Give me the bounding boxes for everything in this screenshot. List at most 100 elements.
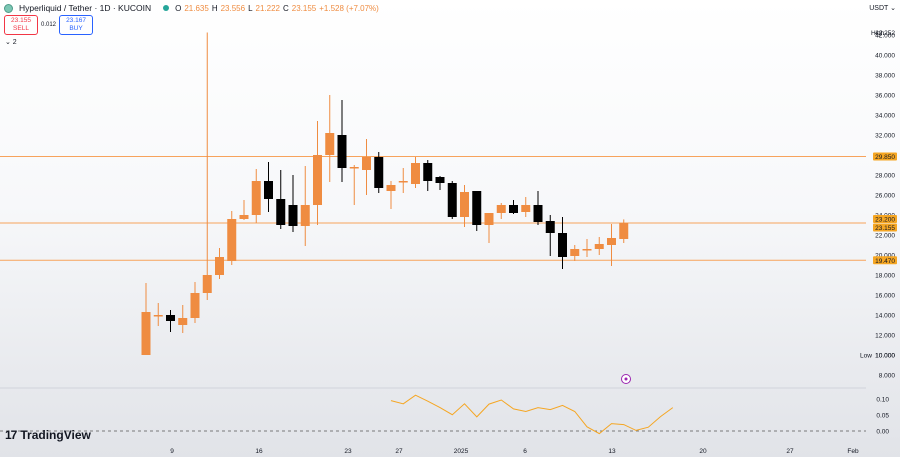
candle-body [472,191,482,225]
candle-body [178,318,188,325]
candle[interactable] [509,200,518,214]
candle[interactable] [349,165,359,205]
candle-body [349,167,359,169]
candle-body [484,213,494,225]
price-tick-label: 42.000 [875,33,895,40]
close-key: C [282,3,289,13]
price-tick-label: 16.000 [875,293,895,300]
candle[interactable] [251,169,261,223]
sell-button[interactable]: 23.155 SELL [4,15,38,35]
time-tick-label: 9 [170,448,174,455]
candle[interactable] [545,215,555,256]
sell-label: SELL [13,25,29,32]
buy-label: BUY [69,25,83,32]
candle-body [325,133,335,155]
candle[interactable] [153,303,163,326]
currency-selector[interactable]: USDT ⌄ [869,5,896,12]
time-tick-label: 27 [395,448,403,455]
level-tag-bg [873,223,897,232]
candle[interactable] [594,237,604,255]
candle[interactable] [533,191,543,225]
candle[interactable] [227,211,237,265]
candle[interactable] [386,181,396,209]
price-tick-label: 12.000 [875,333,895,340]
candle[interactable] [166,310,175,332]
candle[interactable] [435,176,445,190]
time-tick-label: 27 [786,448,794,455]
candle-body [337,135,347,168]
low-key: L [248,3,253,13]
candle[interactable] [215,248,224,279]
candle[interactable] [558,217,567,269]
level-tag-label: 23.155 [875,225,895,232]
candle[interactable] [374,152,384,193]
chart-header: Hyperliquid / Tether · 1D · KUCOIN O 21.6… [4,3,379,13]
ohlc-readout: O 21.635 H 23.556 L 21.222 C 23.155 +1.528 (… [175,4,379,13]
high-marker-label: High [871,30,885,37]
price-tick-label: 34.000 [875,113,895,120]
candle[interactable] [398,168,408,193]
candle-body [558,233,567,257]
candle[interactable] [570,245,580,261]
candle[interactable] [264,162,273,212]
candle-body [202,275,212,293]
candle[interactable] [190,282,200,323]
candle[interactable] [362,139,371,195]
candle-body [288,205,298,226]
open-key: O [175,3,182,13]
candle[interactable] [521,197,531,217]
indicator-collapse-toggle[interactable]: ⌄ 2 [5,39,17,46]
price-tick-label: 8.000 [879,373,896,380]
candle[interactable] [447,181,457,219]
time-tick-label: 6 [523,448,527,455]
close-value: 23.155 [291,3,317,13]
candle[interactable] [288,175,298,232]
candle-body [594,244,604,249]
candle[interactable] [472,191,482,231]
candle[interactable] [619,219,629,243]
candle-body [411,163,420,184]
oscillator-tick-label: 0.05 [876,413,889,420]
candle[interactable] [325,95,335,182]
candle-body [239,215,249,219]
candle[interactable] [202,32,212,301]
time-tick-label: 16 [255,448,263,455]
candle[interactable] [276,170,286,229]
candle[interactable] [178,305,188,333]
price-tick-label: 40.000 [875,53,895,60]
candle[interactable] [141,283,151,355]
candle-body [141,312,151,355]
candle[interactable] [484,213,494,243]
price-tick-label: 28.000 [875,173,895,180]
oscillator-line[interactable] [390,394,674,435]
price-tick-label: 14.000 [875,313,895,320]
candle[interactable] [239,200,249,220]
level-tag-bg [873,215,897,223]
symbol-title[interactable]: Hyperliquid / Tether · 1D · KUCOIN [19,3,152,13]
price-tick-label: 36.000 [875,93,895,100]
hyperliquid-logo-icon [4,3,13,13]
time-tick-label: Feb [847,448,859,455]
oscillator-tick-label: 0.00 [876,429,889,436]
candle[interactable] [411,157,420,188]
candle[interactable] [496,203,506,219]
market-open-status-icon [163,5,170,11]
candle[interactable] [460,185,469,227]
candle-body [264,181,273,199]
low-marker-value: 10.000 [875,353,895,360]
tradingview-mark-icon: 17 [5,428,17,442]
candle[interactable] [337,100,347,182]
candle-body [313,155,322,205]
price-tick-label: 32.000 [875,133,895,140]
candle-body [300,205,310,226]
tradingview-logo[interactable]: 17 TradingView [5,428,91,442]
candle-body [362,157,371,170]
candle[interactable] [300,166,310,246]
candle[interactable] [313,121,322,225]
candle[interactable] [423,160,433,191]
candle[interactable] [607,224,616,266]
high-key: H [211,3,218,13]
candle[interactable] [582,239,592,257]
buy-button[interactable]: 23.167 BUY [59,15,94,35]
